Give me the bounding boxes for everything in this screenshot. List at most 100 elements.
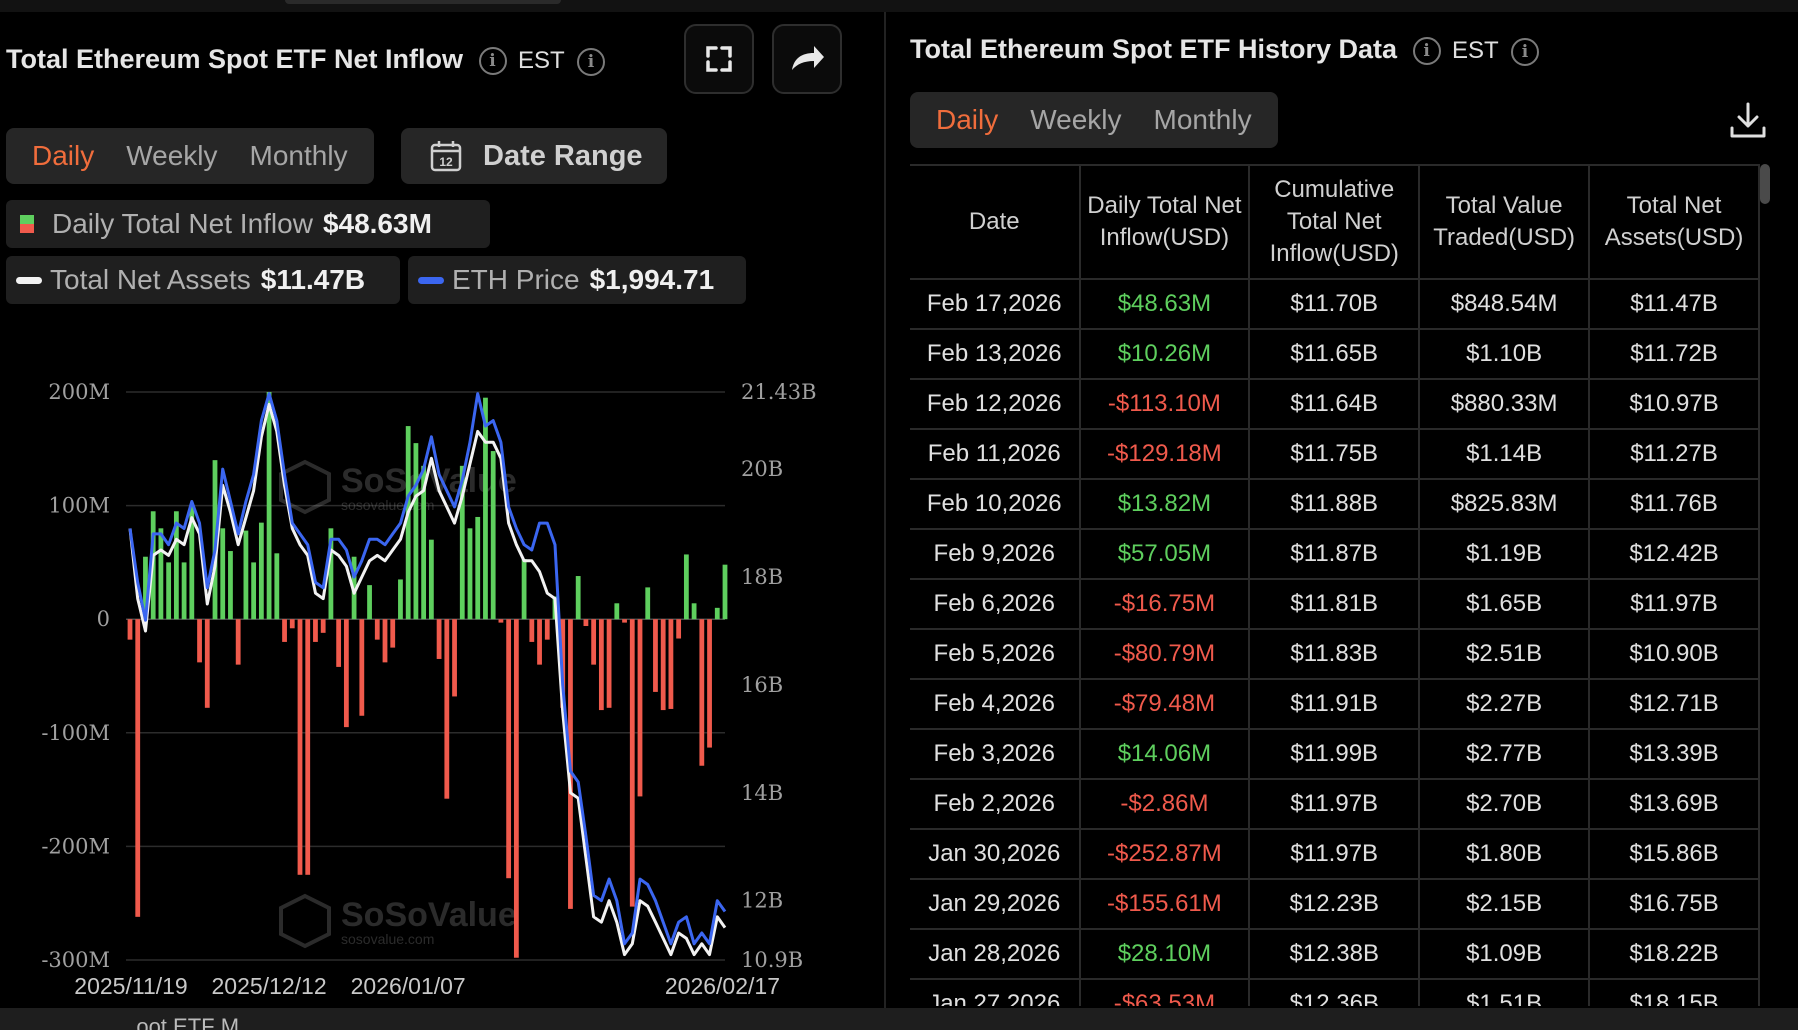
eth-price-legend-line: [418, 276, 444, 284]
cell-cumulative-net-inflow: $11.75B: [1248, 428, 1421, 480]
cell-total-value-traded: $1.80B: [1418, 828, 1591, 880]
right-axis-tick-label: 18B: [741, 565, 783, 589]
info-icon[interactable]: i: [478, 46, 507, 75]
cell-cumulative-net-inflow: $11.81B: [1248, 578, 1421, 630]
inflow-bar: [390, 619, 396, 648]
inflow-bar: [189, 505, 195, 620]
cell-daily-net-inflow: -$155.61M: [1078, 878, 1251, 930]
info-icon[interactable]: i: [1412, 36, 1441, 65]
table-row[interactable]: Feb 13,2026 $10.26M $11.65B $1.10B $11.72B: [910, 328, 1760, 380]
left-axis-tick-label: 200M: [48, 380, 110, 404]
tab-daily[interactable]: Daily: [936, 104, 999, 135]
table-row[interactable]: Jan 29,2026 -$155.61M $12.23B $2.15B $16.75B: [910, 878, 1760, 930]
right-axis-tick-label: 10.9B: [741, 948, 803, 972]
cell-total-net-assets: $11.47B: [1588, 278, 1760, 330]
inflow-bar: [444, 619, 450, 799]
inflow-bar: [606, 619, 612, 708]
table-scrollbar[interactable]: [1760, 164, 1770, 204]
inflow-bar: [320, 619, 326, 633]
tab-weekly[interactable]: Weekly: [126, 140, 218, 171]
legend-label: Total Net Assets: [50, 264, 251, 295]
top-tab-hint: [285, 0, 561, 4]
column-header-total-net-assets[interactable]: Total Net Assets(USD): [1588, 164, 1760, 280]
right-axis-tick-label: 14B: [741, 781, 783, 805]
column-header-cumulative-net-inflow[interactable]: Cumulative Total Net Inflow(USD): [1248, 164, 1421, 280]
download-icon: [1730, 102, 1766, 138]
inflow-bar: [359, 619, 365, 716]
legend-daily-net-inflow[interactable]: Daily Total Net Inflow $48.63M: [6, 200, 490, 248]
cell-date: Jan 30,2026: [910, 828, 1081, 880]
inflow-bar: [251, 562, 257, 620]
inflow-bar: [258, 522, 264, 620]
table-row[interactable]: Feb 9,2026 $57.05M $11.87B $1.19B $12.42B: [910, 528, 1760, 580]
table-row[interactable]: Feb 12,2026 -$113.10M $11.64B $880.33M $10.9…: [910, 378, 1760, 430]
cell-total-net-assets: $12.71B: [1588, 678, 1760, 730]
cell-daily-net-inflow: -$129.18M: [1078, 428, 1251, 480]
cell-date: Feb 3,2026: [910, 728, 1081, 780]
column-header-daily-net-inflow[interactable]: Daily Total Net Inflow(USD): [1078, 164, 1251, 280]
inflow-bar: [228, 551, 233, 620]
table-row[interactable]: Feb 3,2026 $14.06M $11.99B $2.77B $13.39B: [910, 728, 1760, 780]
table-row[interactable]: Feb 17,2026 $48.63M $11.70B $848.54M $11.47B: [910, 278, 1760, 330]
tab-monthly[interactable]: Monthly: [1153, 104, 1252, 135]
cell-total-net-assets: $11.76B: [1588, 478, 1760, 530]
legend-total-net-assets[interactable]: Total Net Assets $11.47B: [6, 256, 400, 304]
inflow-bar: [382, 619, 388, 663]
calendar-icon: 12: [430, 141, 462, 172]
column-header-total-value-traded[interactable]: Total Value Traded(USD): [1418, 164, 1591, 280]
table-row[interactable]: Feb 11,2026 -$129.18M $11.75B $1.14B $11.27B: [910, 428, 1760, 480]
cell-total-value-traded: $2.51B: [1418, 628, 1591, 680]
inflow-bar: [483, 397, 488, 620]
inflow-bar: [498, 619, 504, 623]
share-button[interactable]: [772, 24, 842, 94]
timezone-info-icon[interactable]: i: [1510, 37, 1539, 66]
table-row[interactable]: Feb 6,2026 -$16.75M $11.81B $1.65B $11.97B: [910, 578, 1760, 630]
inflow-bar: [668, 619, 674, 709]
date-range-button[interactable]: 12 Date Range: [401, 128, 667, 184]
chart-grid: [126, 391, 725, 961]
table-row[interactable]: Feb 10,2026 $13.82M $11.88B $825.83M $11.76B: [910, 478, 1760, 530]
legend-eth-price[interactable]: ETH Price $1,994.71: [408, 256, 746, 304]
inflow-period-tabs: Daily Weekly Monthly: [6, 128, 374, 184]
column-header-date[interactable]: Date: [910, 164, 1081, 280]
cell-cumulative-net-inflow: $12.23B: [1248, 878, 1421, 930]
fullscreen-button[interactable]: [684, 24, 754, 94]
timezone-row: EST i: [518, 47, 605, 76]
inflow-bar: [722, 564, 728, 620]
table-row[interactable]: Jan 28,2026 $28.10M $12.38B $1.09B $18.22B: [910, 928, 1760, 980]
panel-title: Total Ethereum Spot ETF History Data: [910, 34, 1398, 64]
table-row[interactable]: Feb 4,2026 -$79.48M $11.91B $2.27B $12.71B: [910, 678, 1760, 730]
inflow-bar: [622, 619, 627, 623]
left-axis-tick-label: 100M: [48, 494, 110, 518]
tab-monthly[interactable]: Monthly: [249, 140, 348, 171]
fullscreen-icon: [706, 46, 732, 72]
inflow-bar: [405, 426, 411, 620]
inflow-bar: [274, 553, 280, 620]
tab-daily[interactable]: Daily: [32, 140, 95, 171]
cell-total-value-traded: $1.09B: [1418, 928, 1591, 980]
inflow-bar: [197, 619, 202, 663]
table-row[interactable]: Feb 5,2026 -$80.79M $11.83B $2.51B $10.90B: [910, 628, 1760, 680]
x-axis-tick-label: 2025/11/19: [74, 973, 187, 999]
left-axis-tick-label: 0: [97, 607, 110, 631]
inflow-bar: [598, 619, 604, 711]
cell-date: Feb 11,2026: [910, 428, 1081, 480]
net-inflow-panel: Total Ethereum Spot ETF Net Inflow i EST…: [0, 12, 880, 1008]
inflow-bar: [421, 465, 427, 620]
history-table-container[interactable]: Date Daily Total Net Inflow(USD) Cumulat…: [910, 164, 1760, 1006]
inflow-bar: [158, 528, 164, 620]
inflow-bar: [637, 619, 643, 797]
tab-weekly[interactable]: Weekly: [1030, 104, 1122, 135]
inflow-bar: [266, 392, 272, 620]
download-button[interactable]: [1726, 98, 1770, 142]
inflow-bar: [367, 585, 372, 620]
timezone-info-icon[interactable]: i: [576, 47, 605, 76]
inflow-bar: [428, 539, 434, 620]
table-row[interactable]: Feb 2,2026 -$2.86M $11.97B $2.70B $13.69B: [910, 778, 1760, 830]
cell-total-net-assets: $18.22B: [1588, 928, 1760, 980]
cell-cumulative-net-inflow: $11.83B: [1248, 628, 1421, 680]
table-row[interactable]: Jan 30,2026 -$252.87M $11.97B $1.80B $15.86B: [910, 828, 1760, 880]
table-row[interactable]: Jan 27,2026 -$63.53M $12.36B $1.51B $18.15B: [910, 978, 1760, 1006]
cell-daily-net-inflow: -$16.75M: [1078, 578, 1251, 630]
cell-daily-net-inflow: $13.82M: [1078, 478, 1251, 530]
